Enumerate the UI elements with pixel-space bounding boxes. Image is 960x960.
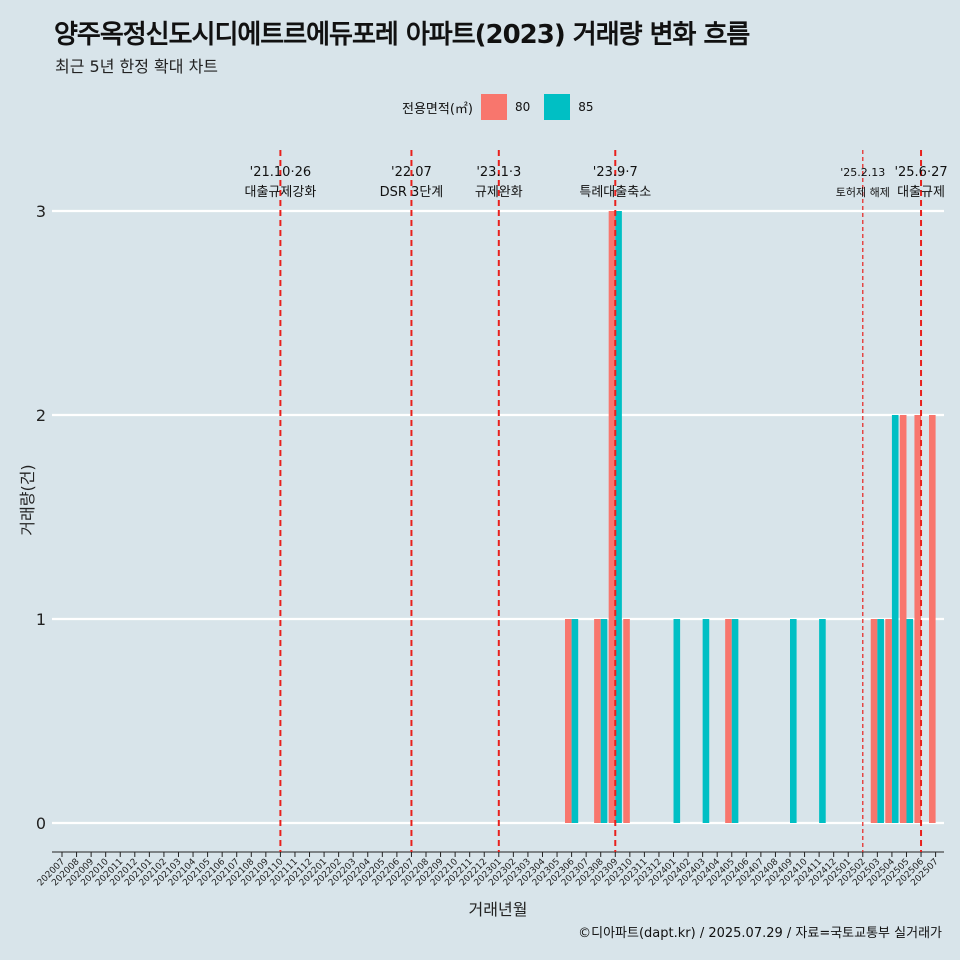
event-desc-label: 특례대출축소	[579, 185, 651, 200]
bar-85-202306	[571, 619, 579, 823]
event-date-label: '21.10·26	[250, 165, 311, 180]
bar-85-202401	[673, 619, 681, 823]
event-desc-label: 규제완화	[475, 185, 523, 200]
event-date-label: '25.2.13	[840, 166, 885, 179]
bar-85-202309	[615, 211, 622, 823]
x-axis-title: 거래년월	[469, 900, 528, 919]
legend-swatch-80	[480, 94, 507, 120]
bar-80-202504	[885, 619, 892, 823]
bar-80-202505	[899, 415, 907, 823]
bar-85-202403	[702, 619, 710, 823]
y-tick-label: 2	[36, 406, 46, 425]
legend-label-85: 85	[578, 100, 594, 114]
event-desc-label: 대출규제	[897, 185, 945, 200]
bar-85-202405	[731, 619, 739, 823]
bar-85-202505	[906, 619, 914, 823]
bar-80-202506	[914, 415, 922, 823]
legend-label-80: 80	[514, 100, 531, 114]
legend-title: 전용면적(㎡)	[402, 101, 473, 117]
event-desc-label: 토허제 해제	[836, 185, 890, 199]
event-date-label: '23.9·7	[593, 165, 638, 180]
chart-title: 양주옥정신도시디에트르에듀포레 아파트(2023) 거래량 변화 흐름	[54, 20, 750, 50]
y-tick-label: 1	[36, 610, 46, 629]
bar-85-202503	[877, 619, 884, 823]
bar-85-202411	[819, 619, 826, 823]
bar-80-202507	[929, 415, 936, 823]
bar-80-202306	[565, 619, 572, 823]
chart-subtitle: 최근 5년 한정 확대 차트	[55, 57, 219, 76]
y-tick-label: 3	[36, 202, 46, 221]
bar-80-202309	[608, 211, 616, 823]
bar-80-202308	[594, 619, 601, 823]
event-desc-label: 대출규제강화	[245, 185, 317, 200]
legend: 전용면적(㎡) 80 85	[402, 94, 608, 120]
y-tick-label: 0	[36, 814, 46, 833]
event-desc-label: DSR 3단계	[380, 185, 444, 200]
bar-85-202308	[600, 619, 608, 823]
bar-80-202503	[870, 619, 878, 823]
bar-80-202310	[623, 619, 630, 823]
event-date-label: '25.6·27	[894, 165, 947, 180]
bar-80-202405	[725, 619, 732, 823]
source-caption: ©디아파트(dapt.kr) / 2025.07.29 / 자료=국토교통부 실…	[578, 926, 942, 941]
legend-swatch-85	[544, 94, 571, 120]
bar-85-202504	[891, 415, 899, 823]
bar-85-202409	[790, 619, 797, 823]
event-date-label: '22.07	[391, 165, 432, 180]
y-axis-title: 거래량(건)	[18, 464, 37, 535]
event-date-label: '23.1·3	[476, 165, 521, 180]
